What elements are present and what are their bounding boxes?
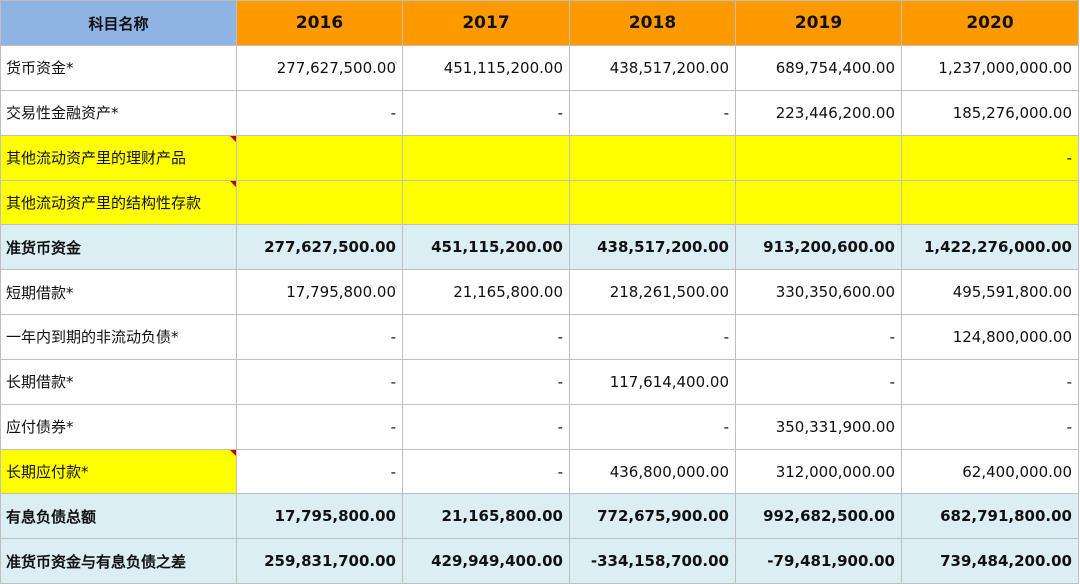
- table-row: 一年内到期的非流动负债* - - - - 124,800,000.00: [0, 314, 1079, 360]
- value-cell[interactable]: -: [569, 89, 736, 136]
- value-cell[interactable]: [901, 179, 1079, 226]
- header-year-cell[interactable]: 2020: [901, 0, 1079, 46]
- value-cell[interactable]: 451,115,200.00: [402, 45, 570, 91]
- row-label-cell[interactable]: 应付债券*: [0, 403, 237, 450]
- value-cell[interactable]: -: [236, 89, 403, 136]
- value-cell[interactable]: 62,400,000.00: [901, 448, 1079, 495]
- value-cell[interactable]: -: [236, 314, 403, 360]
- row-label-cell[interactable]: 交易性金融资产*: [0, 89, 237, 136]
- table-row: 交易性金融资产* - - - 223,446,200.00 185,276,00…: [0, 89, 1079, 136]
- value-cell[interactable]: 1,237,000,000.00: [901, 45, 1079, 91]
- value-cell[interactable]: -: [901, 358, 1079, 405]
- value-cell[interactable]: [236, 179, 403, 226]
- value-cell[interactable]: 277,627,500.00: [236, 224, 403, 271]
- value-cell[interactable]: 124,800,000.00: [901, 314, 1079, 360]
- value-cell[interactable]: 689,754,400.00: [735, 45, 902, 91]
- table-row: 货币资金* 277,627,500.00 451,115,200.00 438,…: [0, 45, 1079, 91]
- row-label-cell[interactable]: 短期借款*: [0, 269, 237, 316]
- value-cell[interactable]: -: [236, 358, 403, 405]
- value-cell[interactable]: -: [236, 448, 403, 495]
- table-row-total: 准货币资金与有息负债之差 259,831,700.00 429,949,400.…: [0, 538, 1079, 584]
- row-label-cell[interactable]: 其他流动资产里的结构性存款: [0, 179, 237, 226]
- value-cell[interactable]: 117,614,400.00: [569, 358, 736, 405]
- header-year-cell[interactable]: 2018: [569, 0, 736, 46]
- value-cell[interactable]: 21,165,800.00: [402, 493, 570, 540]
- value-cell[interactable]: 17,795,800.00: [236, 269, 403, 316]
- table-row-total: 准货币资金 277,627,500.00 451,115,200.00 438,…: [0, 224, 1079, 271]
- value-cell[interactable]: 438,517,200.00: [569, 224, 736, 271]
- value-cell[interactable]: [735, 134, 902, 181]
- value-cell[interactable]: 772,675,900.00: [569, 493, 736, 540]
- value-cell[interactable]: 259,831,700.00: [236, 538, 403, 584]
- value-cell[interactable]: -79,481,900.00: [735, 538, 902, 584]
- table-row: 应付债券* - - - 350,331,900.00 -: [0, 403, 1079, 450]
- value-cell[interactable]: -: [236, 403, 403, 450]
- value-cell[interactable]: 436,800,000.00: [569, 448, 736, 495]
- value-cell[interactable]: -: [901, 403, 1079, 450]
- value-cell[interactable]: 21,165,800.00: [402, 269, 570, 316]
- header-year-cell[interactable]: 2019: [735, 0, 902, 46]
- value-cell[interactable]: 739,484,200.00: [901, 538, 1079, 584]
- value-cell[interactable]: [402, 179, 570, 226]
- value-cell[interactable]: 992,682,500.00: [735, 493, 902, 540]
- row-label-cell[interactable]: 长期借款*: [0, 358, 237, 405]
- value-cell[interactable]: -: [735, 314, 902, 360]
- value-cell[interactable]: [236, 134, 403, 181]
- header-row: 科目名称 2016 2017 2018 2019 2020: [0, 0, 1079, 46]
- value-cell[interactable]: 223,446,200.00: [735, 89, 902, 136]
- value-cell[interactable]: 429,949,400.00: [402, 538, 570, 584]
- value-cell[interactable]: 350,331,900.00: [735, 403, 902, 450]
- value-cell[interactable]: 312,000,000.00: [735, 448, 902, 495]
- row-label-cell[interactable]: 货币资金*: [0, 45, 237, 91]
- row-label-cell[interactable]: 一年内到期的非流动负债*: [0, 314, 237, 360]
- value-cell[interactable]: -: [569, 314, 736, 360]
- value-cell[interactable]: 277,627,500.00: [236, 45, 403, 91]
- value-cell[interactable]: -: [735, 358, 902, 405]
- table-row-highlighted: 其他流动资产里的理财产品 -: [0, 134, 1079, 181]
- value-cell[interactable]: 185,276,000.00: [901, 89, 1079, 136]
- value-cell[interactable]: 451,115,200.00: [402, 224, 570, 271]
- table-row: 长期借款* - - 117,614,400.00 - -: [0, 358, 1079, 405]
- header-year-cell[interactable]: 2017: [402, 0, 570, 46]
- value-cell[interactable]: 913,200,600.00: [735, 224, 902, 271]
- value-cell[interactable]: 1,422,276,000.00: [901, 224, 1079, 271]
- row-label-cell[interactable]: 长期应付款*: [0, 448, 237, 495]
- row-label-cell[interactable]: 其他流动资产里的理财产品: [0, 134, 237, 181]
- value-cell[interactable]: [569, 179, 736, 226]
- value-cell[interactable]: 17,795,800.00: [236, 493, 403, 540]
- row-label-cell[interactable]: 准货币资金: [0, 224, 237, 271]
- value-cell[interactable]: [735, 179, 902, 226]
- value-cell[interactable]: -334,158,700.00: [569, 538, 736, 584]
- header-year-cell[interactable]: 2016: [236, 0, 403, 46]
- row-label-cell[interactable]: 准货币资金与有息负债之差: [0, 538, 237, 584]
- table-row-total: 有息负债总额 17,795,800.00 21,165,800.00 772,6…: [0, 493, 1079, 540]
- header-label-cell[interactable]: 科目名称: [0, 0, 237, 46]
- value-cell[interactable]: 495,591,800.00: [901, 269, 1079, 316]
- row-label-cell[interactable]: 有息负债总额: [0, 493, 237, 540]
- value-cell[interactable]: [569, 134, 736, 181]
- value-cell[interactable]: 438,517,200.00: [569, 45, 736, 91]
- value-cell[interactable]: -: [402, 448, 570, 495]
- value-cell[interactable]: -: [569, 403, 736, 450]
- table-row: 长期应付款* - - 436,800,000.00 312,000,000.00…: [0, 448, 1079, 495]
- value-cell[interactable]: -: [402, 403, 570, 450]
- value-cell[interactable]: [402, 134, 570, 181]
- value-cell[interactable]: 218,261,500.00: [569, 269, 736, 316]
- value-cell[interactable]: -: [402, 89, 570, 136]
- value-cell[interactable]: 682,791,800.00: [901, 493, 1079, 540]
- value-cell[interactable]: -: [901, 134, 1079, 181]
- value-cell[interactable]: 330,350,600.00: [735, 269, 902, 316]
- value-cell[interactable]: -: [402, 314, 570, 360]
- table-row: 短期借款* 17,795,800.00 21,165,800.00 218,26…: [0, 269, 1079, 316]
- table-row-highlighted: 其他流动资产里的结构性存款: [0, 179, 1079, 226]
- value-cell[interactable]: -: [402, 358, 570, 405]
